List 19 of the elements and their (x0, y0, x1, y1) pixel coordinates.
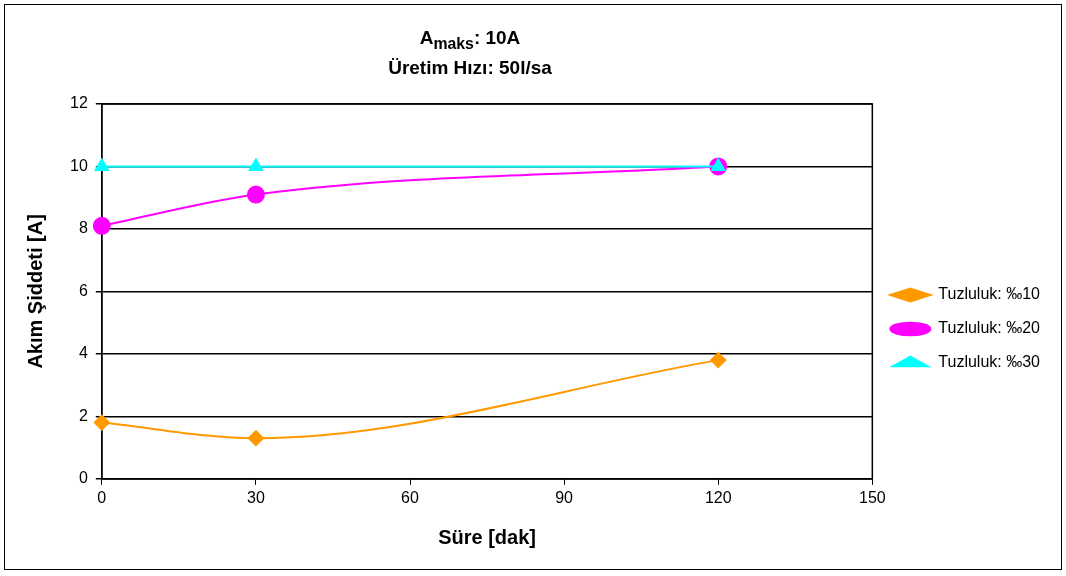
x-tick-label: 0 (97, 488, 107, 506)
y-tick-label: 10 (70, 156, 88, 174)
y-tick-label: 6 (78, 281, 88, 299)
y-axis-title: Akım Şiddeti [A] (23, 214, 46, 369)
legend-label: Tuzluluk: ‰10 (938, 285, 1041, 303)
chart-title: A$_{maks}$: 10A Üretim Hızı: 50l/sa (387, 26, 553, 80)
y-tick-label: 4 (78, 344, 88, 362)
y-tick-label: 8 (78, 219, 88, 237)
x-tick-label: 120 (704, 488, 732, 506)
y-tick-label: 2 (78, 406, 88, 424)
y-tick-label: 12 (70, 94, 88, 112)
x-tick-label: 90 (555, 488, 574, 506)
y-tick-label: 0 (78, 469, 88, 487)
x-tick-label: 30 (247, 488, 265, 506)
x-tick-label: 150 (858, 488, 886, 506)
x-axis-title: Süre [dak] (438, 525, 536, 548)
x-tick-label: 60 (401, 488, 420, 506)
legend-label: Tuzluluk: ‰20 (938, 319, 1041, 337)
legend-label: Tuzluluk: ‰30 (938, 353, 1041, 371)
